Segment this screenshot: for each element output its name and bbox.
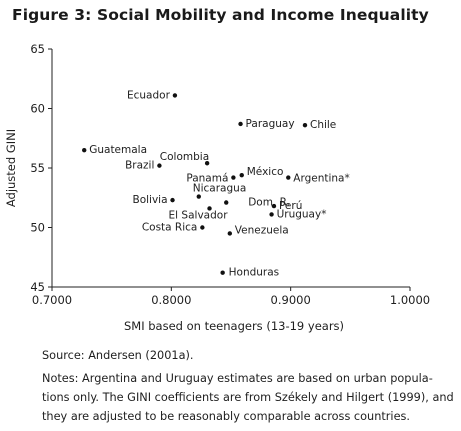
y-axis-label: Adjusted GINI [4,129,18,207]
x-tick-label: 0.8000 [151,293,191,307]
x-tick-label: 0.9000 [271,293,311,307]
point-argentina [286,175,291,180]
point-venezuela [227,231,233,236]
point-label-dom-r: Dom. R. [248,197,290,209]
notes-line-1: Notes: Argentina and Uruguay estimates a… [42,372,433,385]
y-tick-label: 60 [30,102,45,116]
point-ecuador [172,93,178,98]
scatter-chart: 45 50 55 60 65 0.7000 0.8000 0.9000 1.0000 Ecuad… [4,42,430,333]
source-note: Source: Andersen (2001a). [42,349,194,362]
x-tick-label: 1.0000 [390,293,430,307]
y-tick-label: 55 [30,161,45,175]
point-label-chile: Chile [310,119,336,131]
point-guatemala [82,147,87,153]
chart-axes: 45 50 55 60 65 0.7000 0.8000 0.9000 1.0000 [30,42,430,307]
point-panam [231,175,236,180]
point-label-venezuela: Venezuela [235,224,289,236]
x-axis-label: SMI based on teenagers (13-19 years) [124,319,344,333]
point-bolivia [170,197,175,203]
point-label-ecuador: Ecuador [127,89,171,101]
point-label-per: Perú [279,200,302,212]
point-honduras [220,270,225,275]
point-label-paraguay: Paraguay [246,118,295,130]
point-nicaragua [196,194,201,199]
point-label-panam: Panamá [186,173,228,185]
figure-title: Figure 3: Social Mobility and Income Ine… [12,6,429,24]
point-label-nicaragua: Nicaragua [193,183,246,195]
point-dom-r [224,200,229,205]
point-el-salvador [207,206,212,211]
point-label-brazil: Brazil [125,160,154,172]
point-costa-rica [200,225,205,230]
point-label-costa-rica: Costa Rica [142,222,198,234]
point-m-xico [239,172,244,178]
point-label-bolivia: Bolivia [132,194,167,206]
point-label-argentina: Argentina* [293,173,349,185]
point-paraguay [238,121,243,127]
y-tick-label: 50 [30,221,45,235]
notes-line-3: they are adjusted to be reasonably compa… [42,410,410,423]
chart-points: Ecuador Paraguay Chile Guatemala Colombia Bra… [82,89,350,279]
point-brazil [157,163,162,168]
point-colombia [204,161,210,166]
point-label-honduras: Honduras [229,267,280,279]
x-tick-label: 0.7000 [32,293,72,307]
y-tick-label: 65 [30,42,45,56]
point-chile [302,122,308,128]
point-uruguay [269,212,274,217]
point-per [271,203,277,209]
point-label-colombia: Colombia [160,151,209,163]
point-label-guatemala: Guatemala [89,144,147,156]
y-tick-label: 45 [30,280,45,294]
notes-line-2: tions only. The GINI coefficients are fr… [42,391,454,404]
point-label-uruguay: Uruguay* [277,208,327,220]
point-label-el-salvador: El Salvador [169,209,229,221]
point-label-m-xico: México [247,166,284,178]
